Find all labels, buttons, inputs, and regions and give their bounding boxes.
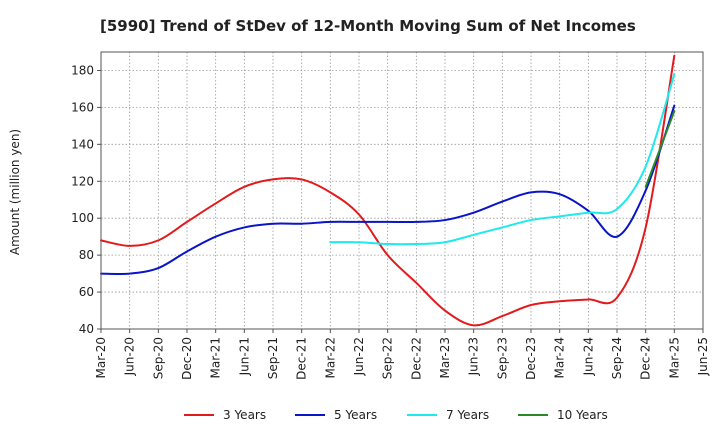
series-line-7-years xyxy=(329,73,676,246)
x-tick-label: Mar-20 xyxy=(94,337,108,378)
y-tick-label: 160 xyxy=(71,100,94,114)
plot-frame xyxy=(100,51,704,330)
x-tick-label: Sep-20 xyxy=(151,337,165,379)
y-tick-label: 120 xyxy=(71,174,94,188)
x-tick-label: Jun-25 xyxy=(696,337,710,376)
legend: 3 Years 5 Years 7 Years 10 Years xyxy=(184,408,608,422)
x-tick-label: Sep-21 xyxy=(266,337,280,379)
x-tick-label: Dec-24 xyxy=(639,337,653,380)
y-axis-ticks: 40 60 80 100 120 140 160 180 xyxy=(71,63,101,336)
y-tick-label: 180 xyxy=(71,63,94,77)
x-tick-label: Dec-23 xyxy=(524,337,538,380)
series-line-3-years xyxy=(100,54,676,327)
x-tick-label: Jun-23 xyxy=(467,337,481,376)
series-line-10-years xyxy=(644,110,676,188)
x-tick-label: Jun-22 xyxy=(352,337,366,376)
x-tick-label: Sep-23 xyxy=(495,337,509,379)
grid xyxy=(100,52,704,330)
x-tick-label: Mar-21 xyxy=(209,337,223,378)
x-tick-label: Sep-24 xyxy=(610,337,624,379)
x-tick-label: Jun-21 xyxy=(237,337,251,376)
x-tick-label: Sep-22 xyxy=(381,337,395,379)
x-tick-label: Mar-24 xyxy=(553,337,567,378)
legend-label-3-years: 3 Years xyxy=(223,408,266,422)
x-tick-label: Jun-20 xyxy=(123,337,137,376)
x-tick-label: Dec-22 xyxy=(409,337,423,380)
y-tick-label: 40 xyxy=(79,322,94,336)
legend-label-10-years: 10 Years xyxy=(557,408,608,422)
x-tick-label: Jun-24 xyxy=(581,337,595,376)
y-tick-label: 80 xyxy=(79,248,94,262)
series-lines xyxy=(100,54,676,327)
x-tick-label: Dec-21 xyxy=(295,337,309,380)
chart-title: [5990] Trend of StDev of 12-Month Moving… xyxy=(100,17,636,35)
x-tick-label: Mar-23 xyxy=(438,337,452,378)
y-tick-label: 140 xyxy=(71,137,94,151)
series-line-5-years xyxy=(100,104,676,276)
x-tick-label: Mar-22 xyxy=(323,337,337,378)
legend-label-5-years: 5 Years xyxy=(334,408,377,422)
y-tick-label: 100 xyxy=(71,211,94,225)
y-axis-label: Amount (million yen) xyxy=(8,129,22,255)
x-axis-ticks: Mar-20 Jun-20 Sep-20 Dec-20 Mar-21 Jun-21 Sep-… xyxy=(94,329,710,380)
x-tick-label: Dec-20 xyxy=(180,337,194,380)
y-tick-label: 60 xyxy=(79,285,94,299)
legend-label-7-years: 7 Years xyxy=(446,408,489,422)
x-tick-label: Mar-25 xyxy=(667,337,681,378)
